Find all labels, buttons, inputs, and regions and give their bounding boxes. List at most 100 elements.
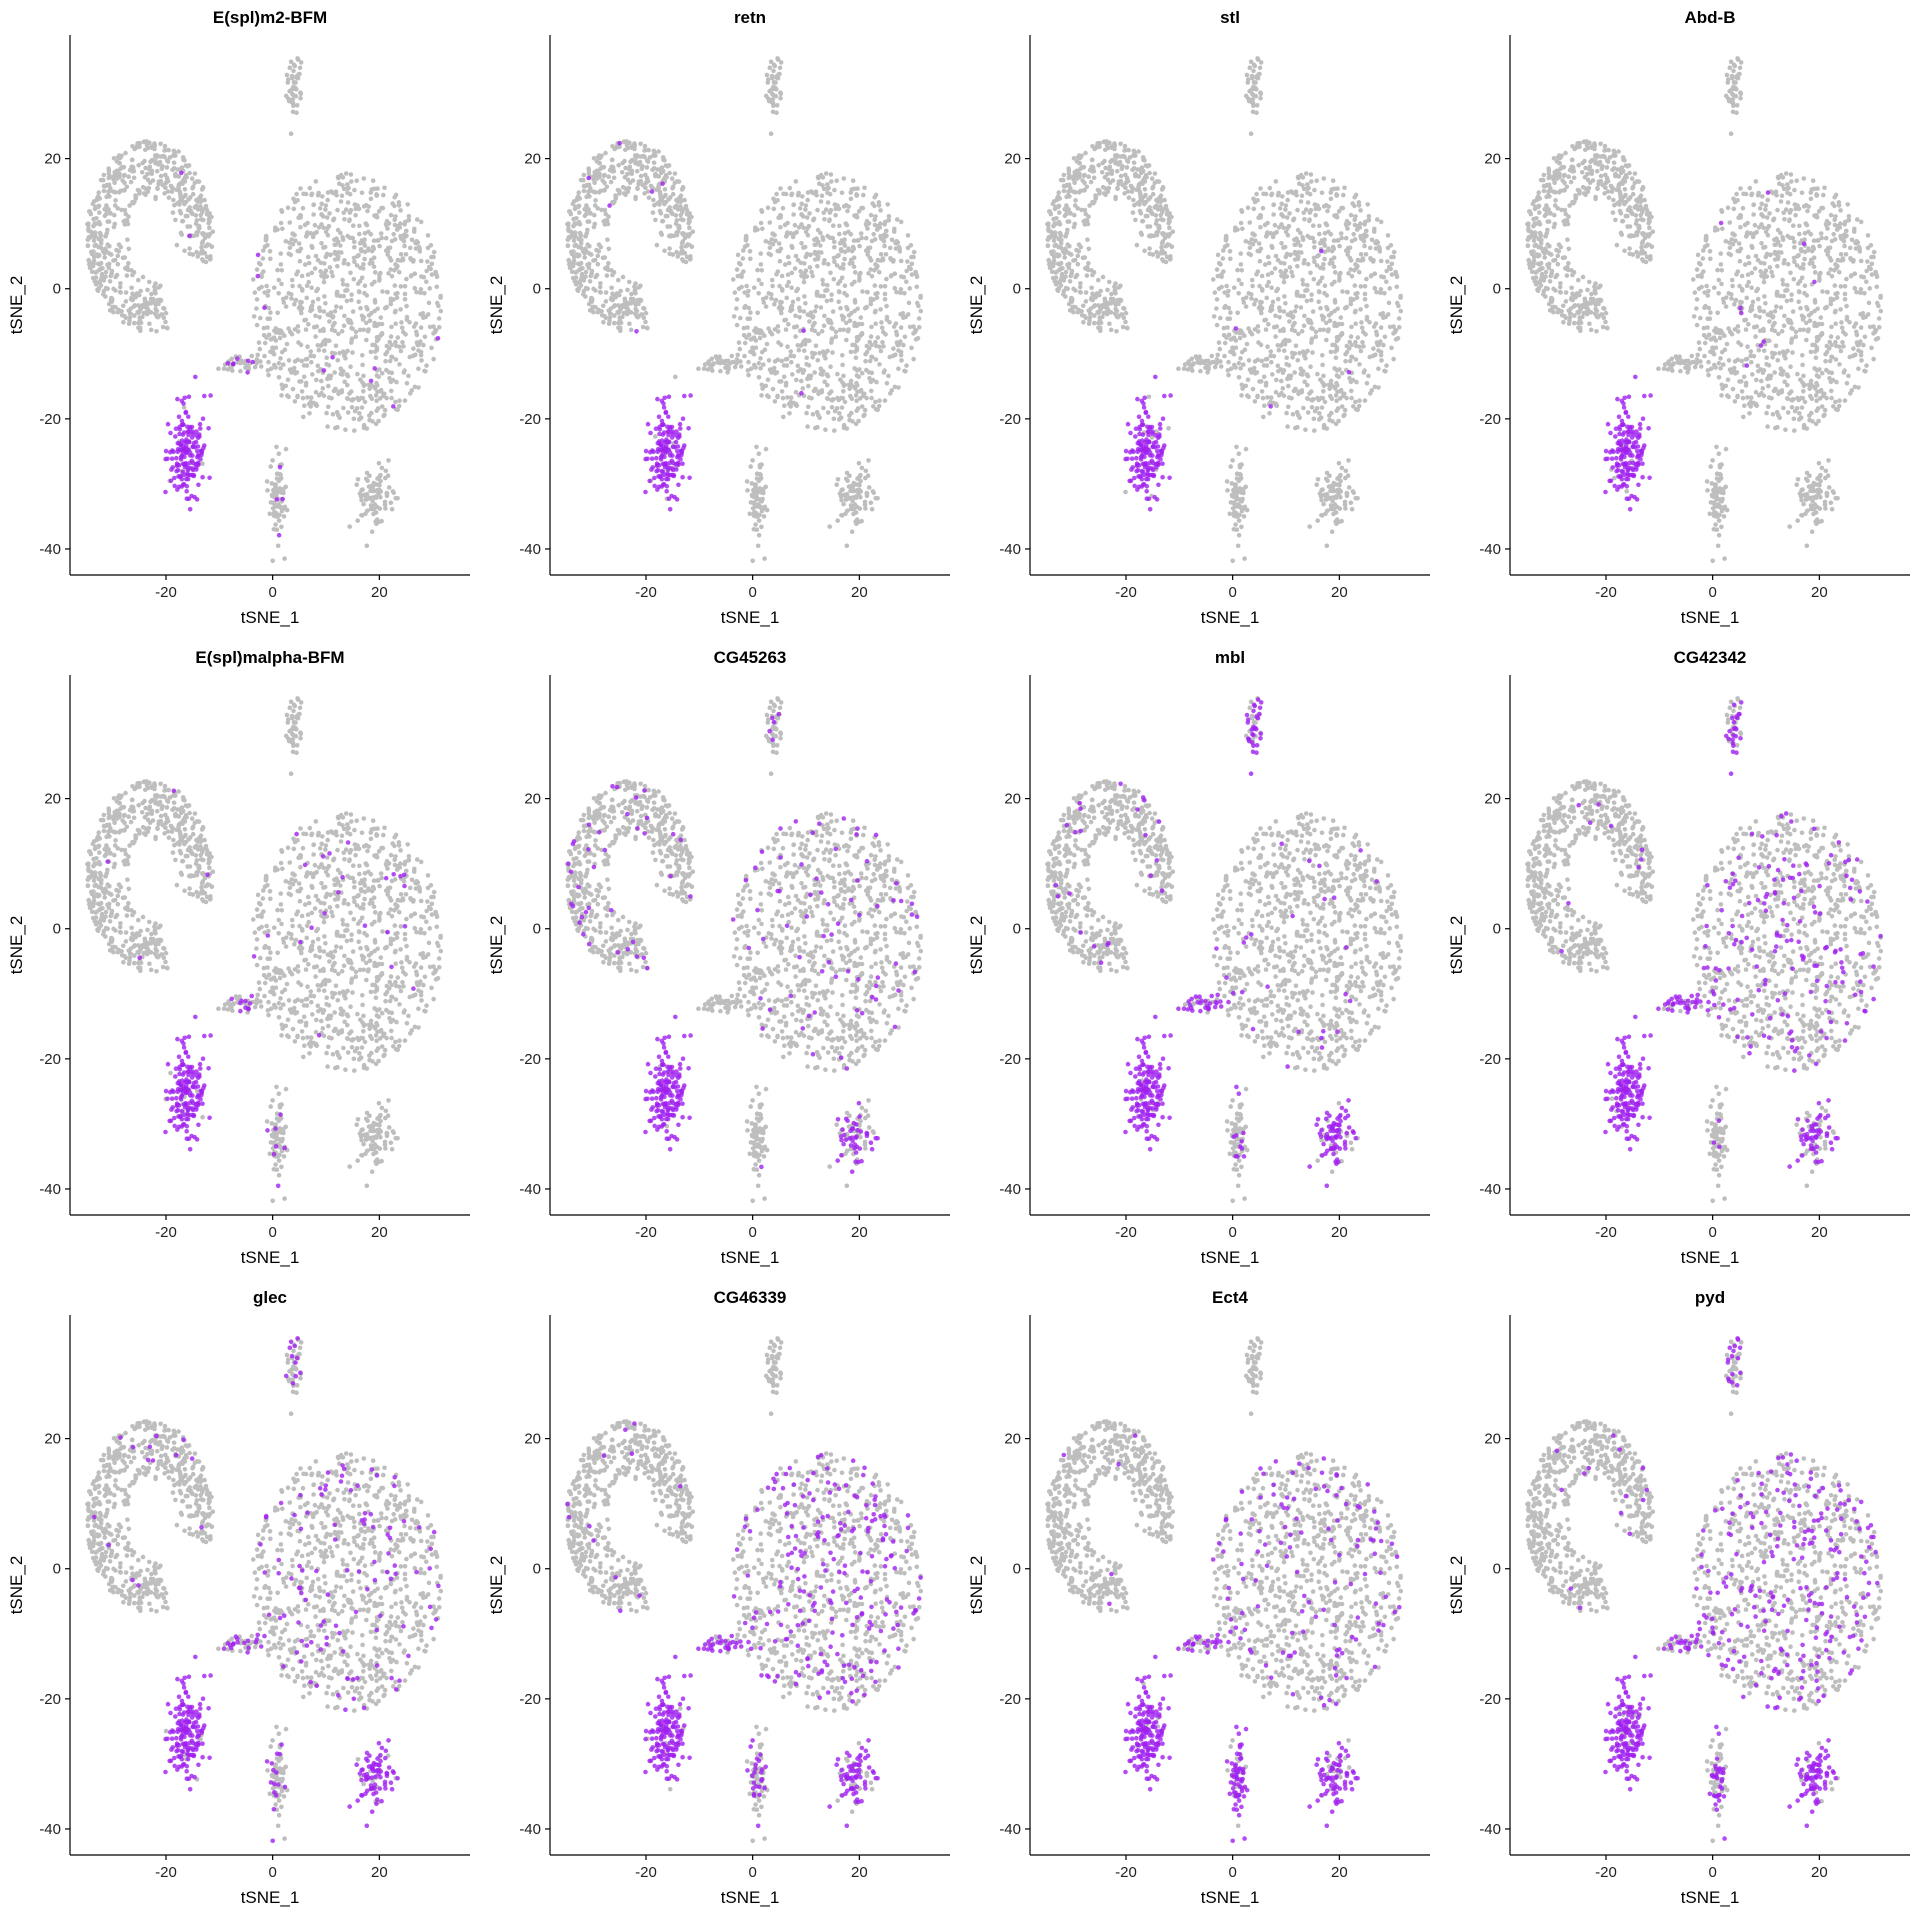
y-tick-label: 0	[533, 281, 541, 298]
point	[779, 358, 784, 364]
point	[262, 340, 268, 346]
point	[882, 297, 888, 302]
point	[656, 149, 661, 154]
point	[1083, 290, 1089, 295]
point	[103, 269, 109, 275]
point	[1153, 203, 1159, 209]
point	[854, 323, 860, 329]
point	[348, 172, 354, 177]
point	[609, 157, 615, 163]
point	[858, 494, 863, 500]
point	[283, 383, 289, 389]
point	[279, 524, 284, 530]
point	[406, 214, 412, 219]
point	[875, 257, 881, 263]
point	[106, 175, 111, 181]
point	[325, 376, 330, 382]
point	[807, 313, 813, 318]
point	[303, 234, 309, 239]
point	[148, 301, 154, 306]
point	[400, 256, 406, 261]
point	[775, 269, 781, 274]
point	[304, 283, 310, 289]
point	[365, 208, 370, 214]
point-expressed	[187, 472, 193, 478]
point	[676, 225, 681, 230]
point	[745, 488, 750, 493]
point	[327, 265, 333, 270]
point	[832, 202, 838, 207]
point	[269, 481, 275, 486]
point	[730, 277, 736, 282]
point	[139, 170, 145, 175]
point	[797, 314, 802, 320]
point	[743, 238, 749, 243]
point	[431, 356, 436, 362]
point	[770, 75, 775, 81]
point-expressed	[225, 361, 231, 366]
point	[370, 178, 376, 183]
point	[723, 365, 728, 371]
point	[685, 232, 690, 237]
point	[1121, 305, 1126, 311]
point	[134, 144, 140, 150]
point	[795, 296, 801, 302]
point	[880, 256, 886, 261]
point	[809, 327, 815, 333]
point-expressed	[680, 461, 685, 467]
point	[1359, 325, 1365, 331]
point	[1316, 289, 1322, 294]
point-expressed	[654, 468, 659, 474]
point	[85, 243, 91, 249]
point	[763, 446, 769, 452]
point	[265, 242, 270, 248]
point	[118, 290, 123, 295]
point	[1389, 272, 1395, 277]
point	[756, 451, 762, 457]
point	[123, 299, 129, 304]
point	[896, 366, 901, 372]
point	[417, 249, 423, 254]
point	[623, 147, 628, 153]
point	[613, 295, 618, 300]
point	[423, 314, 429, 320]
point	[825, 282, 830, 288]
point	[633, 194, 638, 200]
point-expressed	[180, 443, 186, 449]
point	[845, 508, 850, 514]
point	[904, 363, 909, 368]
point	[788, 353, 793, 359]
point-expressed	[235, 356, 240, 362]
point	[1057, 280, 1062, 286]
point	[329, 396, 334, 401]
point	[567, 262, 572, 267]
point	[800, 386, 806, 391]
point	[400, 340, 405, 345]
point	[1078, 244, 1084, 250]
point	[251, 314, 257, 319]
point	[281, 514, 287, 519]
point	[670, 184, 676, 189]
point	[1109, 171, 1115, 176]
point	[203, 259, 209, 265]
point	[412, 384, 418, 390]
point	[1122, 143, 1128, 149]
point	[1283, 301, 1288, 306]
point	[333, 242, 338, 247]
point	[754, 444, 759, 450]
point-expressed	[677, 421, 683, 427]
point	[287, 220, 293, 225]
point	[760, 226, 765, 232]
point-expressed	[655, 396, 660, 402]
point	[351, 416, 357, 422]
point	[797, 206, 803, 211]
point-expressed	[231, 361, 236, 366]
point	[1065, 286, 1070, 292]
point	[257, 346, 263, 352]
point	[397, 398, 402, 404]
point	[126, 321, 132, 327]
point-expressed	[659, 422, 665, 428]
point	[274, 444, 279, 450]
point	[332, 320, 337, 326]
point	[836, 289, 842, 294]
